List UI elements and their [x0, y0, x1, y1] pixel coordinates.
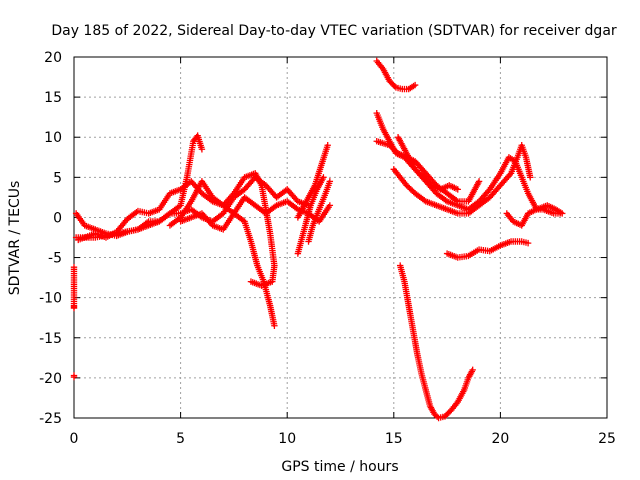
plot-frame — [73, 56, 608, 419]
y-tick-label: 20 — [44, 50, 62, 66]
data-point-marker — [324, 142, 331, 149]
x-tick-label: 0 — [70, 431, 79, 447]
data-marks — [70, 57, 566, 422]
chart-title: Day 185 of 2022, Sidereal Day-to-day VTE… — [51, 23, 617, 39]
data-point-marker — [475, 178, 483, 185]
series-arc-09 — [373, 57, 419, 93]
data-point-marker — [454, 186, 461, 193]
data-point-marker — [247, 278, 255, 285]
data-point-marker — [198, 146, 206, 153]
x-tick-label: 20 — [491, 431, 509, 447]
data-point-marker — [271, 322, 278, 329]
series-arc-11 — [373, 138, 483, 205]
data-point-marker — [411, 81, 419, 89]
series-arc-06 — [294, 142, 331, 221]
data-point-marker — [559, 210, 566, 217]
series-arc-16 — [503, 202, 566, 229]
x-tick-label: 5 — [176, 431, 185, 447]
series-arc-07 — [294, 174, 327, 257]
data-point-marker — [326, 178, 334, 185]
y-tick-label: -5 — [48, 251, 62, 267]
axis-ticks: 0 5 10 15 20 25 -25 -20 -15 -10 -5 0 5 10 15 20 — [39, 50, 616, 447]
series-arc-17 — [70, 263, 78, 381]
series-arc-14 — [396, 262, 476, 422]
y-tick-label: -15 — [39, 331, 62, 347]
series-arc-13 — [390, 142, 534, 217]
series-arc-15 — [443, 238, 532, 261]
data-point-marker — [70, 373, 78, 381]
series-arc-04 — [166, 170, 278, 289]
data-point-marker — [70, 304, 78, 312]
series-arc-12 — [394, 134, 461, 193]
x-tick-label: 10 — [278, 431, 296, 447]
x-tick-label: 15 — [385, 431, 403, 447]
y-tick-label: 5 — [53, 170, 62, 186]
grid-lines — [74, 57, 607, 418]
data-point-marker — [320, 174, 327, 181]
y-tick-label: -10 — [39, 291, 62, 307]
data-point-marker — [527, 174, 534, 181]
x-axis-label: GPS time / hours — [281, 459, 398, 475]
data-point-marker — [524, 239, 532, 247]
series-arc-08 — [305, 178, 334, 245]
data-point-marker — [469, 366, 476, 374]
y-tick-label: 15 — [44, 90, 62, 106]
y-tick-label: -20 — [39, 371, 62, 387]
data-point-marker — [433, 413, 441, 420]
y-axis-label: SDTVAR / TECUs — [7, 181, 23, 296]
data-point-marker — [326, 202, 334, 209]
y-tick-label: -25 — [39, 411, 62, 427]
x-tick-label: 25 — [598, 431, 616, 447]
y-tick-label: 0 — [53, 210, 62, 226]
y-tick-label: 10 — [44, 130, 62, 146]
data-point-marker — [391, 83, 398, 90]
